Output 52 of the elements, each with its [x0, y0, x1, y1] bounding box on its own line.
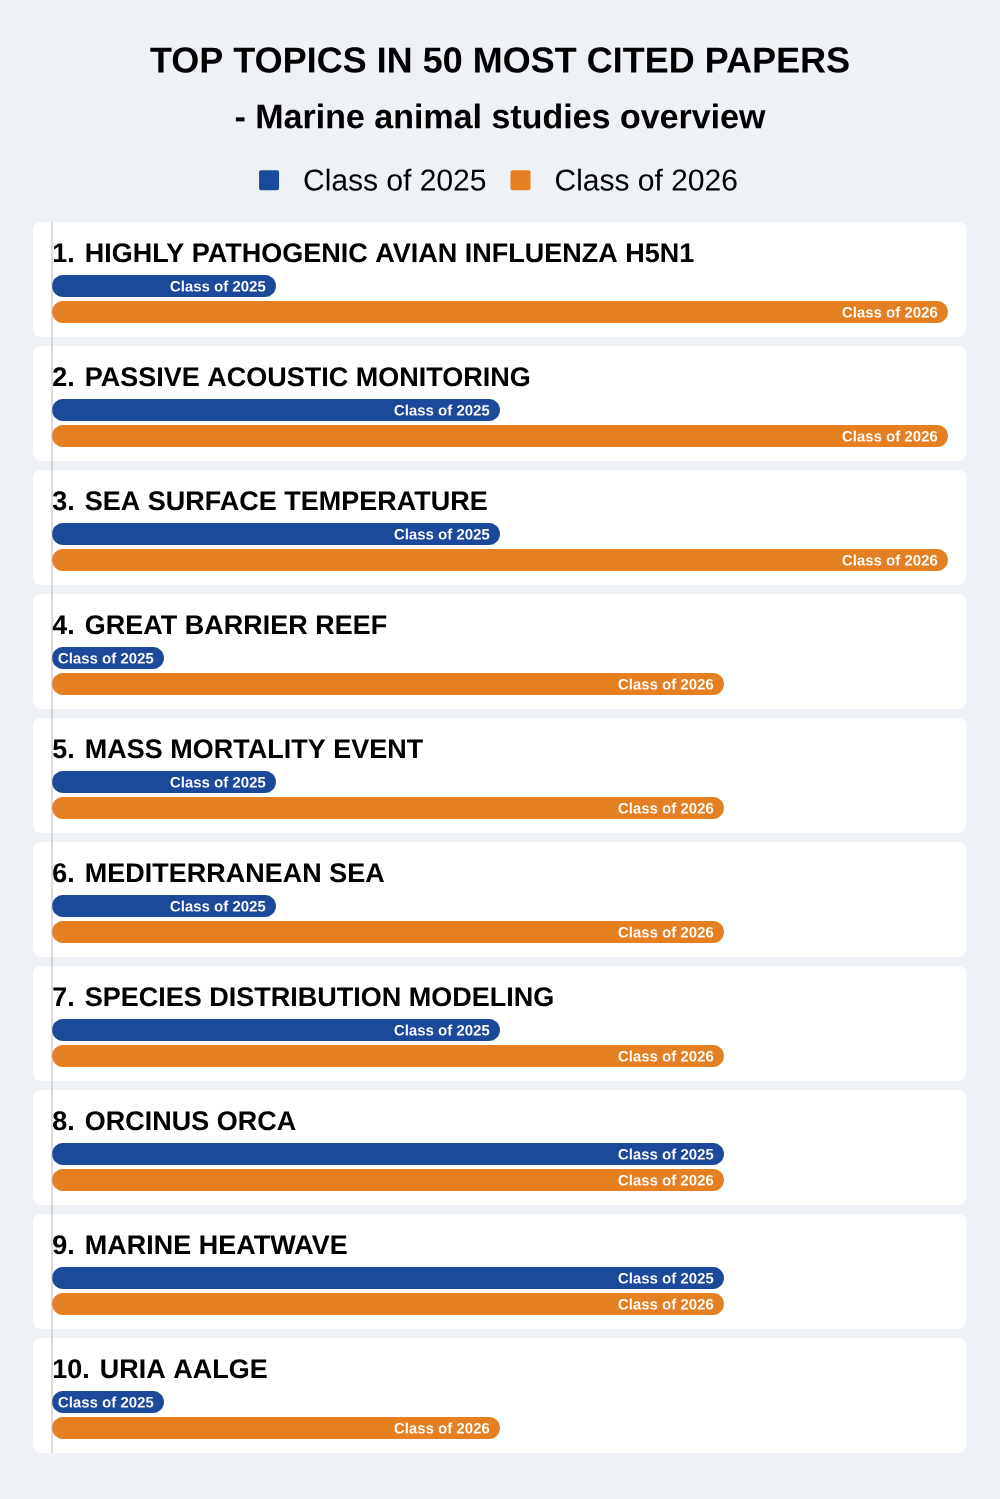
bar	[52, 921, 724, 944]
bar	[52, 1267, 724, 1290]
bar	[52, 1417, 500, 1440]
text: Class of 2026	[618, 1298, 714, 1310]
bar	[52, 673, 724, 696]
legend-label: Class of 2026	[556, 168, 737, 191]
bar	[52, 549, 948, 572]
text: Class of 2025	[170, 776, 266, 788]
text: Class of 2026	[842, 430, 938, 442]
bar	[52, 301, 948, 324]
text: Class of 2025	[170, 900, 266, 912]
bar	[52, 275, 276, 298]
y-tick-label: 2. PASSIVE ACOUSTIC MONITORING	[53, 367, 530, 387]
text: Class of 2026	[618, 1050, 714, 1062]
y-tick-label: 6. MEDITERRANEAN SEA	[53, 863, 384, 883]
text: Class of 2026	[618, 802, 714, 814]
text: Class of 2026	[394, 1422, 490, 1434]
y-tick-label: 7. SPECIES DISTRIBUTION MODELING	[53, 987, 553, 1007]
y-tick-label: 1. HIGHLY PATHOGENIC AVIAN INFLUENZA H5N1	[53, 243, 694, 263]
chart-subtitle: - Marine animal studies overview	[235, 103, 766, 129]
text: Class of 2025	[618, 1272, 714, 1284]
y-tick-label: 9. MARINE HEATWAVE	[53, 1235, 347, 1255]
bar	[52, 1293, 724, 1316]
text: Class of 2025	[58, 1396, 154, 1408]
bar	[52, 771, 276, 794]
legend-label: Class of 2025	[304, 168, 486, 191]
text: Class of 2026	[618, 678, 714, 690]
bar	[52, 399, 500, 422]
bar	[52, 523, 500, 546]
bar	[52, 1169, 724, 1192]
text: Class of 2025	[394, 1024, 490, 1036]
bar	[52, 1019, 500, 1042]
bar	[52, 895, 276, 918]
y-tick-label: 4. GREAT BARRIER REEF	[52, 615, 387, 635]
text: Class of 2025	[618, 1148, 714, 1160]
text: Class of 2026	[618, 926, 714, 938]
text: Class of 2026	[842, 306, 938, 318]
text: Class of 2025	[394, 528, 490, 540]
y-tick-label: 3. SEA SURFACE TEMPERATURE	[52, 491, 487, 511]
text: Class of 2025	[394, 404, 490, 416]
y-tick-label: 10. URIA AALGE	[53, 1359, 267, 1379]
text: Class of 2025	[170, 280, 266, 292]
chart-title: TOP TOPICS IN 50 MOST CITED PAPERS	[150, 47, 849, 73]
bar	[52, 425, 948, 448]
text: Class of 2026	[842, 554, 938, 566]
bar	[52, 1045, 724, 1068]
text: Class of 2026	[618, 1174, 714, 1186]
y-tick-label: 8. ORCINUS ORCA	[53, 1111, 296, 1131]
bar	[52, 1143, 724, 1166]
y-tick-label: 5. MASS MORTALITY EVENT	[53, 739, 423, 759]
text: Class of 2025	[58, 652, 154, 664]
bar	[52, 797, 724, 820]
